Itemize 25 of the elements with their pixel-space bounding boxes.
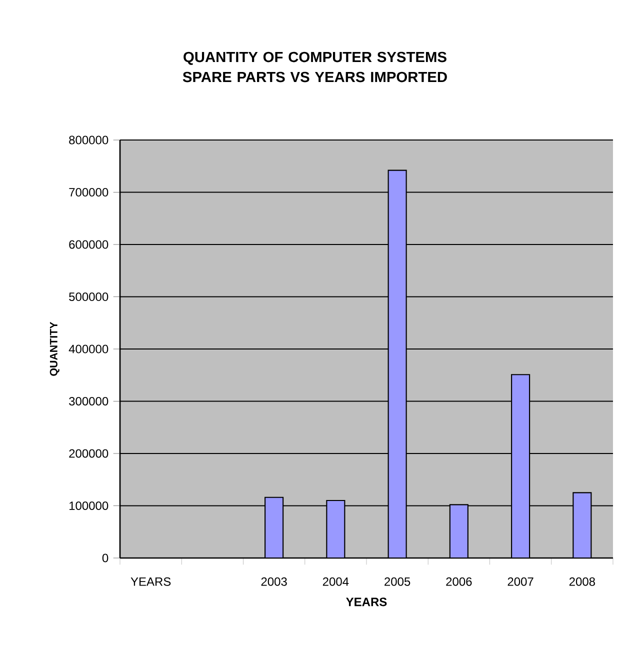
chart-title: QUANTITY OF COMPUTER SYSTEMS SPARE PARTS VS YEARS IMPORTED bbox=[182, 52, 447, 82]
bar bbox=[326, 500, 346, 558]
y-tick-label: 500000 bbox=[69, 292, 108, 302]
x-tick-label: 2004 bbox=[322, 577, 349, 586]
y-tick-label: 600000 bbox=[69, 240, 108, 249]
y-tick-label: 200000 bbox=[69, 449, 108, 458]
y-tick-label: 700000 bbox=[69, 188, 108, 197]
x-tick-label: 2007 bbox=[508, 577, 534, 586]
bar bbox=[511, 374, 530, 558]
y-tick-label: 100000 bbox=[70, 501, 108, 510]
y-axis-title: QUANTITY bbox=[50, 322, 60, 376]
bar bbox=[388, 170, 407, 558]
x-tick-label: 2008 bbox=[569, 577, 595, 586]
x-tick-label: 2003 bbox=[261, 577, 287, 586]
x-tick-label: 2006 bbox=[446, 577, 472, 586]
y-tick-label: 0 bbox=[102, 554, 108, 562]
bar bbox=[449, 504, 468, 558]
y-tick-label: 400000 bbox=[68, 344, 108, 354]
x-tick-label: YEARS bbox=[130, 577, 171, 586]
x-axis-title: YEARS bbox=[346, 598, 387, 606]
bar bbox=[572, 492, 592, 558]
bar bbox=[264, 496, 284, 558]
y-tick-label: 800000 bbox=[69, 136, 108, 144]
y-tick-label: 300000 bbox=[69, 396, 108, 406]
x-tick-label: 2005 bbox=[384, 577, 410, 586]
